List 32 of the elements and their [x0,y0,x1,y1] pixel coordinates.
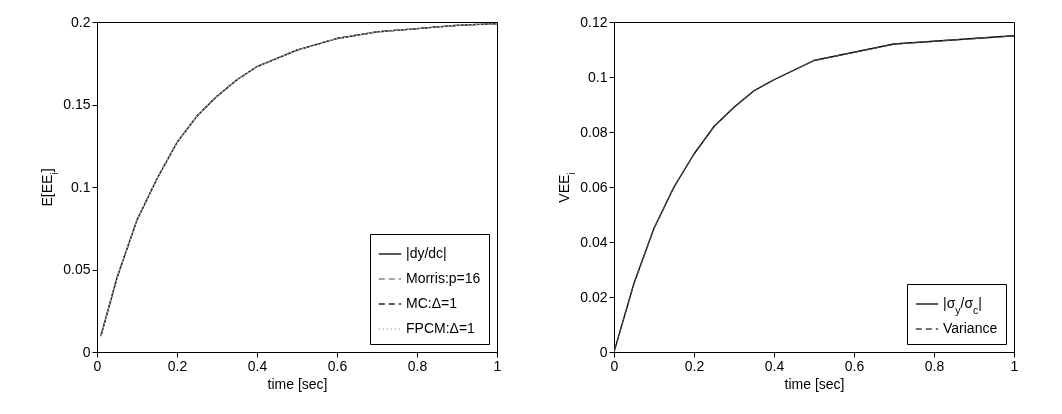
x-tick-label: 0 [93,357,102,374]
legend-label: MC:Δ=1 [406,295,458,311]
x-axis-title: time [sec] [267,375,328,392]
x-tick-label: 0.2 [684,357,705,374]
x-tick-label: 1 [1010,357,1019,374]
legend-label: Morris:p=16 [406,270,481,286]
x-tick-label: 1 [493,357,502,374]
legend-label: |dy/dc| [406,245,447,261]
x-axis-title: time [sec] [784,375,845,392]
x-tick-label: 0 [610,357,619,374]
x-tick-label: 0.2 [167,357,188,374]
y-tick-label: 0.02 [580,288,608,305]
legend-label: |σ$_{y}$/σ$_{c}$| [943,295,982,316]
x-tick-label: 0.6 [844,357,865,374]
legend-label: Variance [943,320,998,336]
y-tick-label: 0.08 [580,123,608,140]
y-tick-label: 0.1 [71,178,91,195]
y-tick-label: 0.1 [588,68,608,85]
x-tick-label: 0.4 [764,357,785,374]
x-tick-label: 0.8 [407,357,428,374]
y-tick-label: 0 [599,343,608,360]
y-tick-label: 0.05 [63,261,91,277]
legend-label: FPCM:Δ=1 [406,320,476,336]
x-tick-label: 0.4 [247,357,268,374]
y-tick-label: 0.2 [71,13,91,30]
y-tick-label: 0 [82,343,91,360]
y-tick-label: 0.04 [580,233,608,250]
y-tick-label: 0.06 [580,178,608,195]
y-tick-label: 0.12 [580,13,608,30]
x-tick-label: 0.6 [327,357,348,374]
x-tick-label: 0.8 [924,357,945,374]
y-tick-label: 0.15 [63,96,91,112]
